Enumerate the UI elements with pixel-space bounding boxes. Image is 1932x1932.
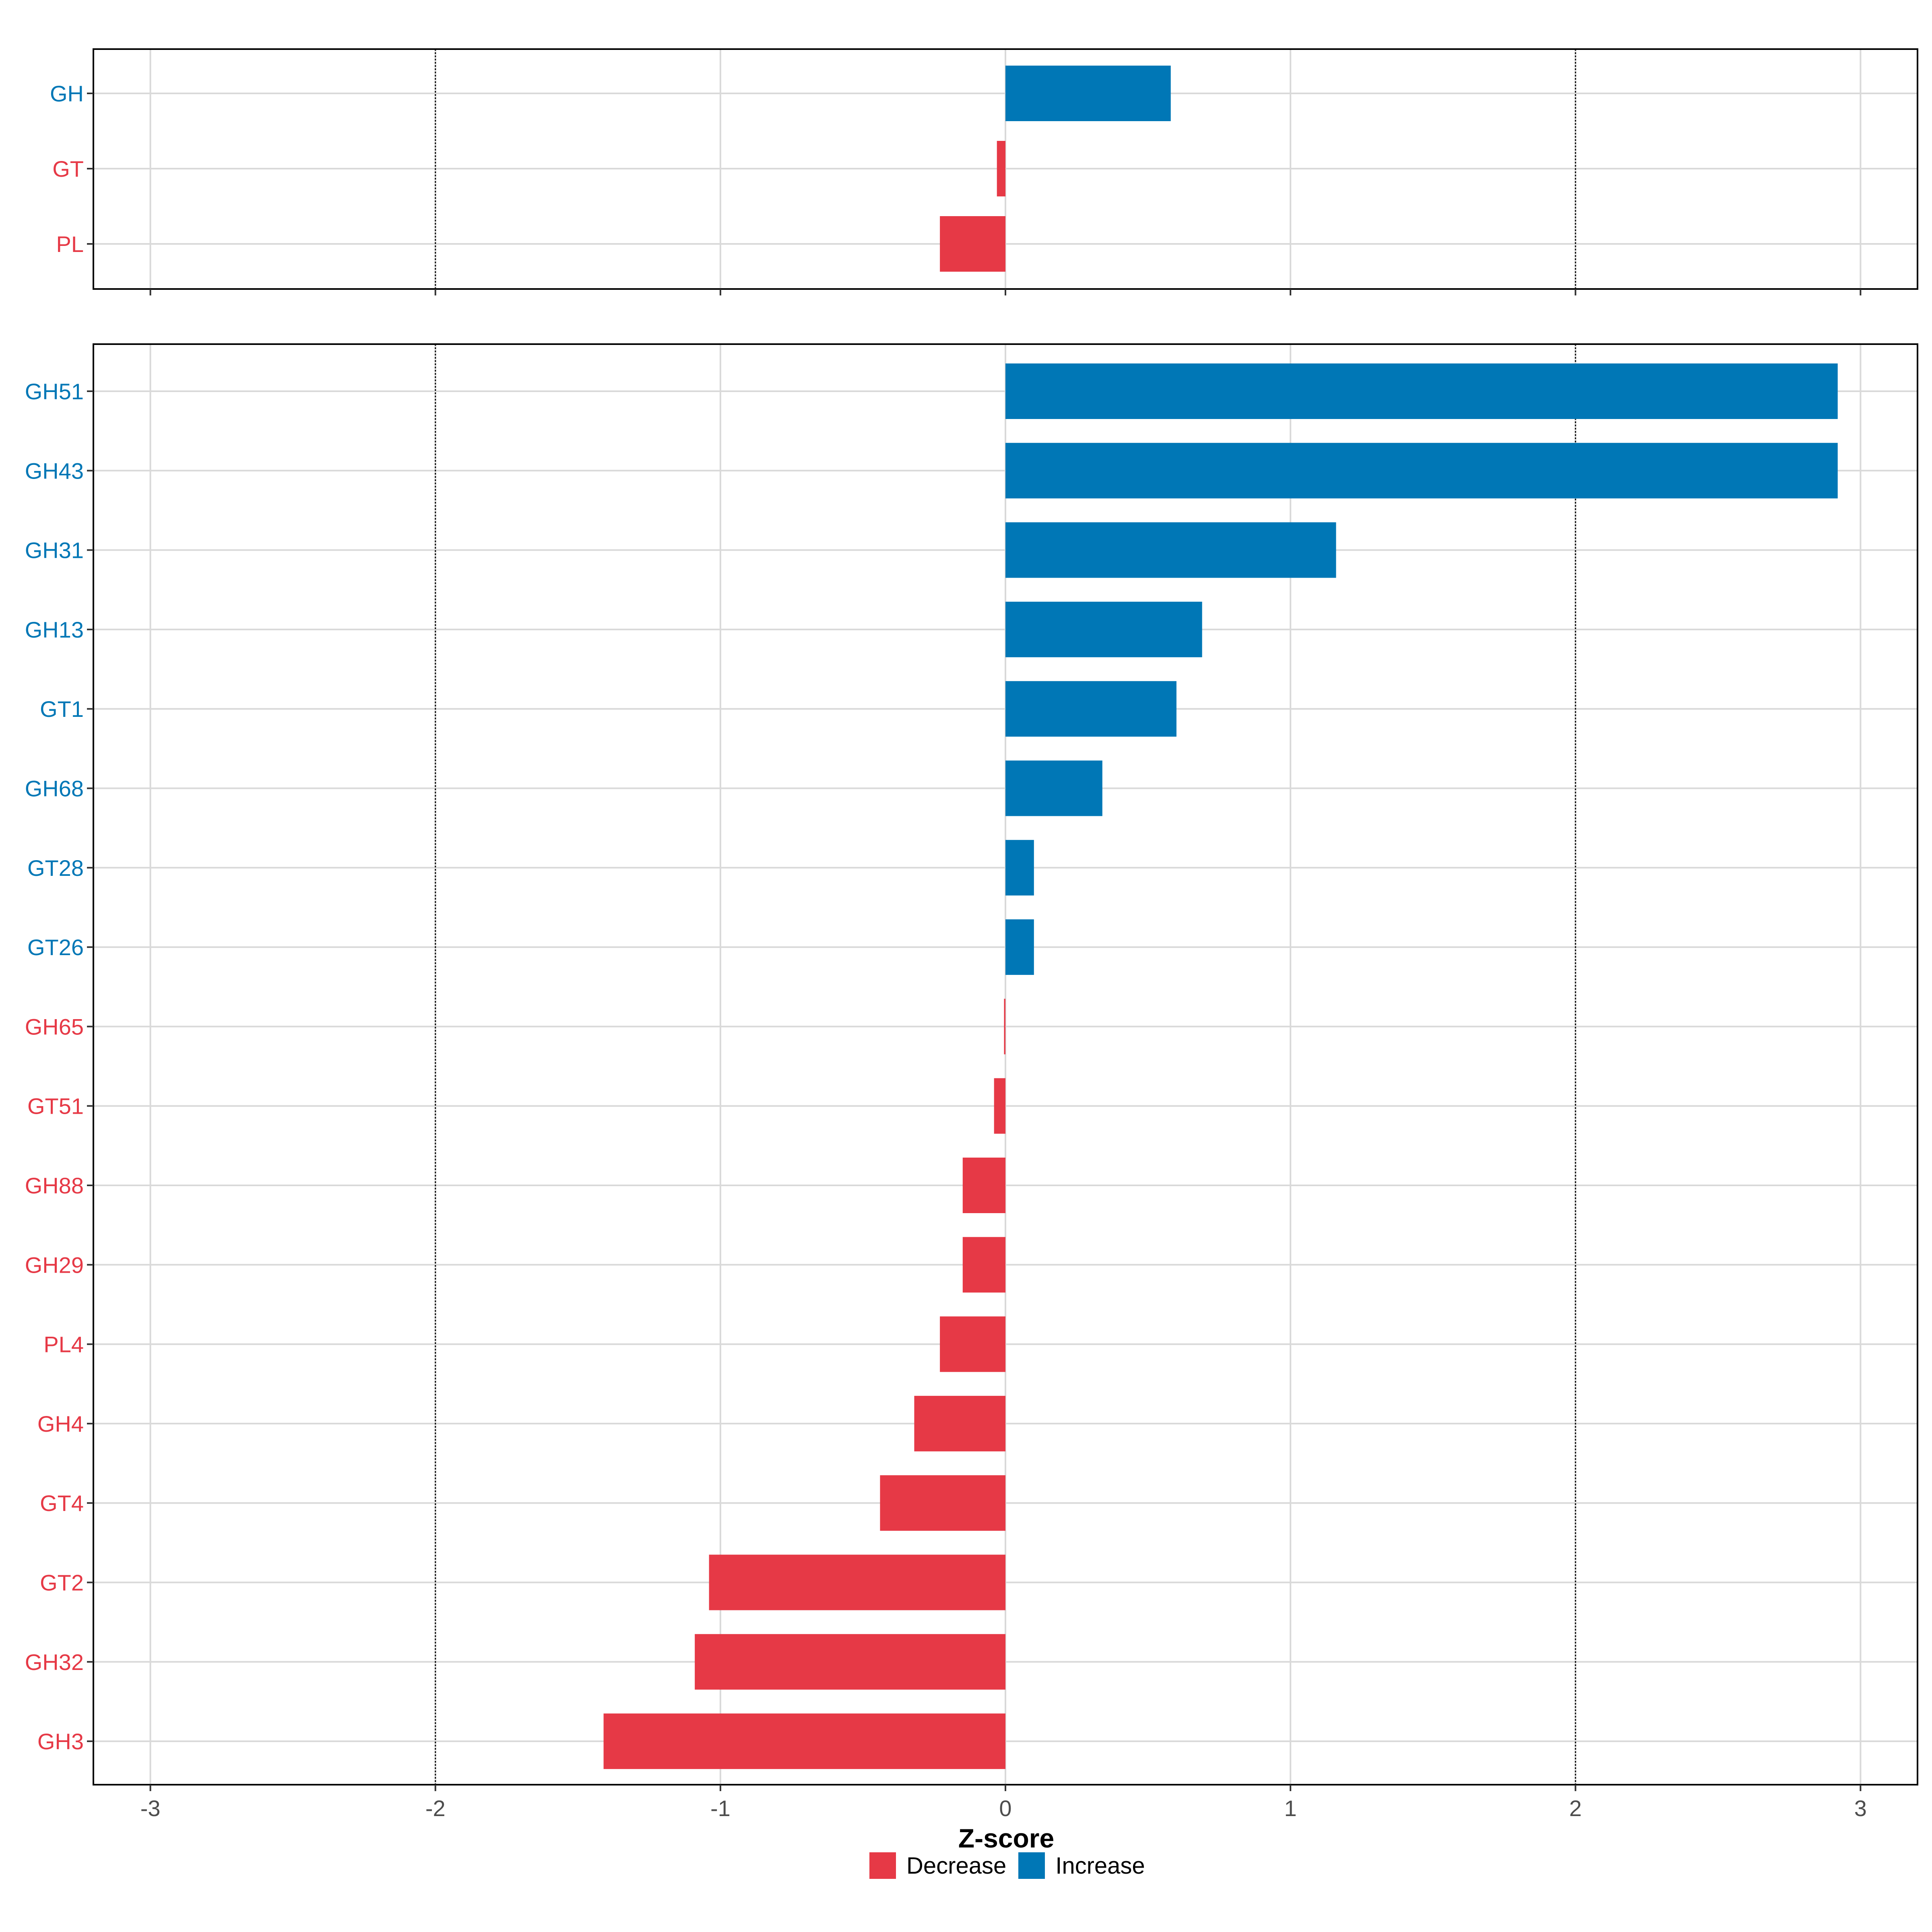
y-tick-label: GH88 [25, 1173, 84, 1198]
legend-label-increase: Increase [1055, 1852, 1145, 1879]
y-tick-label: GT1 [40, 696, 84, 722]
x-tick-label: 0 [999, 1796, 1011, 1821]
y-tick-label: GH32 [25, 1649, 84, 1675]
bar-gh88 [962, 1158, 1005, 1213]
bar-gh4 [914, 1395, 1005, 1451]
bar-gh13 [1005, 601, 1202, 657]
bar-gh31 [1005, 522, 1336, 578]
bar-pl4 [940, 1316, 1005, 1372]
bar-gh29 [962, 1237, 1005, 1293]
legend-label-decrease: Decrease [906, 1852, 1007, 1879]
y-tick-label: PL [56, 231, 84, 257]
y-tick-label: GT2 [40, 1570, 84, 1596]
legend-item-decrease: Decrease [869, 1852, 1006, 1879]
bar-gt2 [709, 1554, 1005, 1610]
y-tick-label: GT51 [27, 1094, 84, 1119]
y-tick-label: GT4 [40, 1490, 84, 1516]
x-tick-label: -3 [140, 1796, 161, 1821]
bar-gt51 [994, 1078, 1005, 1134]
y-tick-label: GH68 [25, 776, 84, 801]
x-tick-label: 3 [1854, 1796, 1867, 1821]
bar-gh51 [1005, 363, 1838, 419]
y-tick-label: GH31 [25, 538, 84, 563]
y-tick-label: GH65 [25, 1014, 84, 1039]
legend-swatch-decrease [869, 1852, 896, 1879]
bar-gh32 [695, 1634, 1005, 1690]
bar-gt26 [1005, 919, 1034, 975]
bar-gh43 [1005, 443, 1838, 499]
x-axis-title: Z-score [958, 1823, 1054, 1853]
y-tick-label: GH3 [37, 1729, 84, 1754]
bar-gt4 [880, 1475, 1005, 1531]
bar-gh [1005, 66, 1171, 121]
bar-gh68 [1005, 760, 1102, 816]
bar-gh3 [603, 1713, 1005, 1769]
y-tick-label: GH51 [25, 379, 84, 404]
y-tick-label: GT26 [27, 935, 84, 960]
legend-item-increase: Increase [1018, 1852, 1145, 1879]
y-tick-label: GT [52, 156, 84, 182]
y-tick-label: GT28 [27, 855, 84, 881]
legend-swatch-increase [1018, 1852, 1045, 1879]
y-tick-label: PL4 [43, 1332, 84, 1357]
y-tick-label: GH4 [37, 1411, 84, 1437]
y-tick-label: GH43 [25, 458, 84, 483]
panel-class: GH GT PL [50, 48, 1918, 295]
y-tick-label: GH [50, 81, 84, 106]
x-tick-label: 1 [1284, 1796, 1297, 1821]
legend: Decrease Increase [869, 1852, 1157, 1880]
panel-family: GH51 GH43 GH31 GH13 GT1 GH68 GT28 GT26 GH65 GT51 G… [25, 343, 1918, 1791]
y-tick-label: GH13 [25, 617, 84, 642]
x-tick-label: -1 [710, 1796, 731, 1821]
bar-gh65 [1004, 999, 1005, 1055]
bar-gt1 [1005, 681, 1177, 737]
y-tick-label: GH29 [25, 1252, 84, 1278]
bar-gt [997, 141, 1005, 196]
x-tick-label: 2 [1569, 1796, 1582, 1821]
x-tick-label: -2 [425, 1796, 446, 1821]
bar-gt28 [1005, 840, 1034, 896]
bar-pl [940, 216, 1005, 272]
